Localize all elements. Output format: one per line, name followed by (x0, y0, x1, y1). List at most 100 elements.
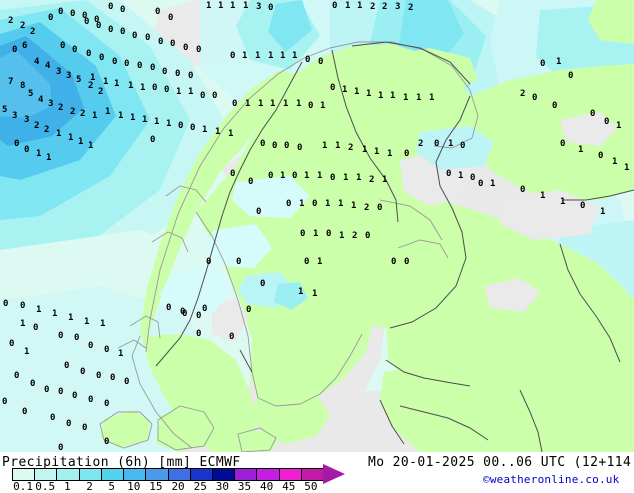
precip-value-label: 1 (258, 99, 264, 109)
precip-value-label: 2 (30, 27, 36, 37)
precip-value-label: 1 (366, 89, 372, 99)
colorbar-tick-10: 10 (127, 480, 141, 493)
precip-value-label: 0 (72, 45, 78, 55)
precip-value-label: 0 (332, 1, 338, 11)
precip-value-label: 3 (256, 2, 262, 12)
precip-value-label: 0 (206, 257, 212, 267)
precip-value-label: 1 (416, 93, 422, 103)
colorbar-tick-45: 45 (282, 480, 296, 493)
precip-value-label: 0 (170, 39, 176, 49)
precip-value-label: 1 (268, 51, 274, 61)
precip-value-label: 0 (168, 13, 174, 23)
precip-value-label: 1 (362, 145, 368, 155)
precip-value-label: 1 (114, 79, 120, 89)
land-denmark-zealand (236, 430, 278, 452)
land-patch-2 (500, 190, 600, 240)
precip-value-label: 1 (280, 51, 286, 61)
precip-value-label: 2 (408, 3, 414, 13)
colorbar-tick-25: 25 (193, 480, 207, 493)
model-run-info: Mo 20-01-2025 00..06 UTC (12+114 (368, 455, 632, 470)
precip-value-label: 1 (490, 179, 496, 189)
precip-value-label: 3 (56, 67, 62, 77)
land-far-ne (588, 0, 634, 44)
precipitation-colorbar[interactable] (12, 468, 324, 481)
colorbar-swatch-15 (146, 469, 169, 480)
precip-value-label: 0 (404, 257, 410, 267)
colorbar-swatch-30 (212, 469, 236, 480)
land-karelia (470, 64, 634, 200)
precip-value-label: 1 (188, 87, 194, 97)
precip-value-label: 0 (104, 399, 110, 409)
colorbar-swatch-40 (257, 469, 280, 480)
precip-value-label: 1 (130, 113, 136, 123)
precip-value-label: 0 (178, 121, 184, 131)
precip-value-label: 1 (105, 107, 111, 117)
precip-value-label: 1 (242, 51, 248, 61)
precip-value-label: 0 (330, 83, 336, 93)
precip-value-label: 0 (9, 339, 15, 349)
precip-value-label: 1 (52, 309, 58, 319)
land-south-sweden (252, 386, 330, 444)
precip-value-label: 1 (202, 125, 208, 135)
precip-value-label: 1 (313, 229, 319, 239)
precip-value-label: 0 (74, 333, 80, 343)
precip-value-label: 0 (460, 141, 466, 151)
precip-value-label: 0 (229, 332, 235, 342)
precip-value-label: 0 (60, 41, 66, 51)
precip-value-label: 2 (80, 109, 86, 119)
precip-value-label: 0 (230, 169, 236, 179)
precip-value-label: 0 (305, 55, 311, 65)
precip-value-label: 7 (8, 77, 14, 87)
precip-value-label: 1 (624, 163, 630, 173)
copyright-link[interactable]: ©weatheronline.co.uk (483, 473, 620, 486)
precip-value-label: 0 (470, 173, 476, 183)
precip-value-label: 1 (317, 257, 323, 267)
colorbar-tick-15: 15 (149, 480, 163, 493)
precip-value-label: 1 (578, 145, 584, 155)
precip-value-label: 2 (382, 2, 388, 12)
precip-value-label: 0 (2, 397, 8, 407)
precip-value-label: 0 (268, 3, 274, 13)
precip-value-label: 0 (297, 143, 303, 153)
land-patch-5 (560, 112, 618, 146)
precip-value-label: 0 (552, 101, 558, 111)
precip-value-label: 0 (162, 67, 168, 77)
precip-value-label: 1 (382, 175, 388, 185)
colorbar-tick-labels: 0.1 0.5 1 2 5 10 15 20 25 30 35 40 45 50 (0, 481, 340, 493)
precip-value-label: 0 (58, 443, 64, 453)
precip-value-label: 0 (124, 59, 130, 69)
colorbar-tick-2: 2 (86, 480, 93, 493)
colorbar-swatch-1 (57, 469, 80, 480)
precip-onland-1 (232, 176, 310, 218)
precip-value-label: 2 (8, 16, 14, 26)
precip-value-label: 2 (370, 2, 376, 12)
land-patch-4 (212, 298, 248, 342)
precip-value-label: 0 (182, 309, 188, 319)
precip-value-label: 1 (387, 149, 393, 159)
colorbar-swatch-0.5 (35, 469, 58, 480)
precip-value-label: 0 (268, 171, 274, 181)
land-denmark-west (100, 410, 150, 448)
precip-value-label: 0 (590, 109, 596, 119)
precip-value-label: 1 (317, 171, 323, 181)
precip-value-label: 1 (215, 127, 221, 137)
precip-value-label: 0 (598, 151, 604, 161)
precip-value-label: 0 (164, 85, 170, 95)
map-canvas (0, 0, 634, 452)
precip-value-label: 0 (112, 57, 118, 67)
precip-value-label: 8 (20, 81, 26, 91)
precip-value-label: 1 (600, 207, 606, 217)
precip-value-label: 0 (30, 379, 36, 389)
precip-value-label: 0 (58, 387, 64, 397)
precip-value-label: 0 (246, 305, 252, 315)
precip-value-label: 0 (404, 149, 410, 159)
precip-value-label: 1 (118, 349, 124, 359)
precip-value-label: 1 (100, 319, 106, 329)
precip-value-label: 2 (20, 21, 26, 31)
precip-value-label: 1 (298, 287, 304, 297)
precip-value-label: 1 (458, 171, 464, 181)
precip-value-label: 1 (68, 313, 74, 323)
precip-value-label: 0 (158, 37, 164, 47)
precip-value-label: 1 (616, 121, 622, 131)
